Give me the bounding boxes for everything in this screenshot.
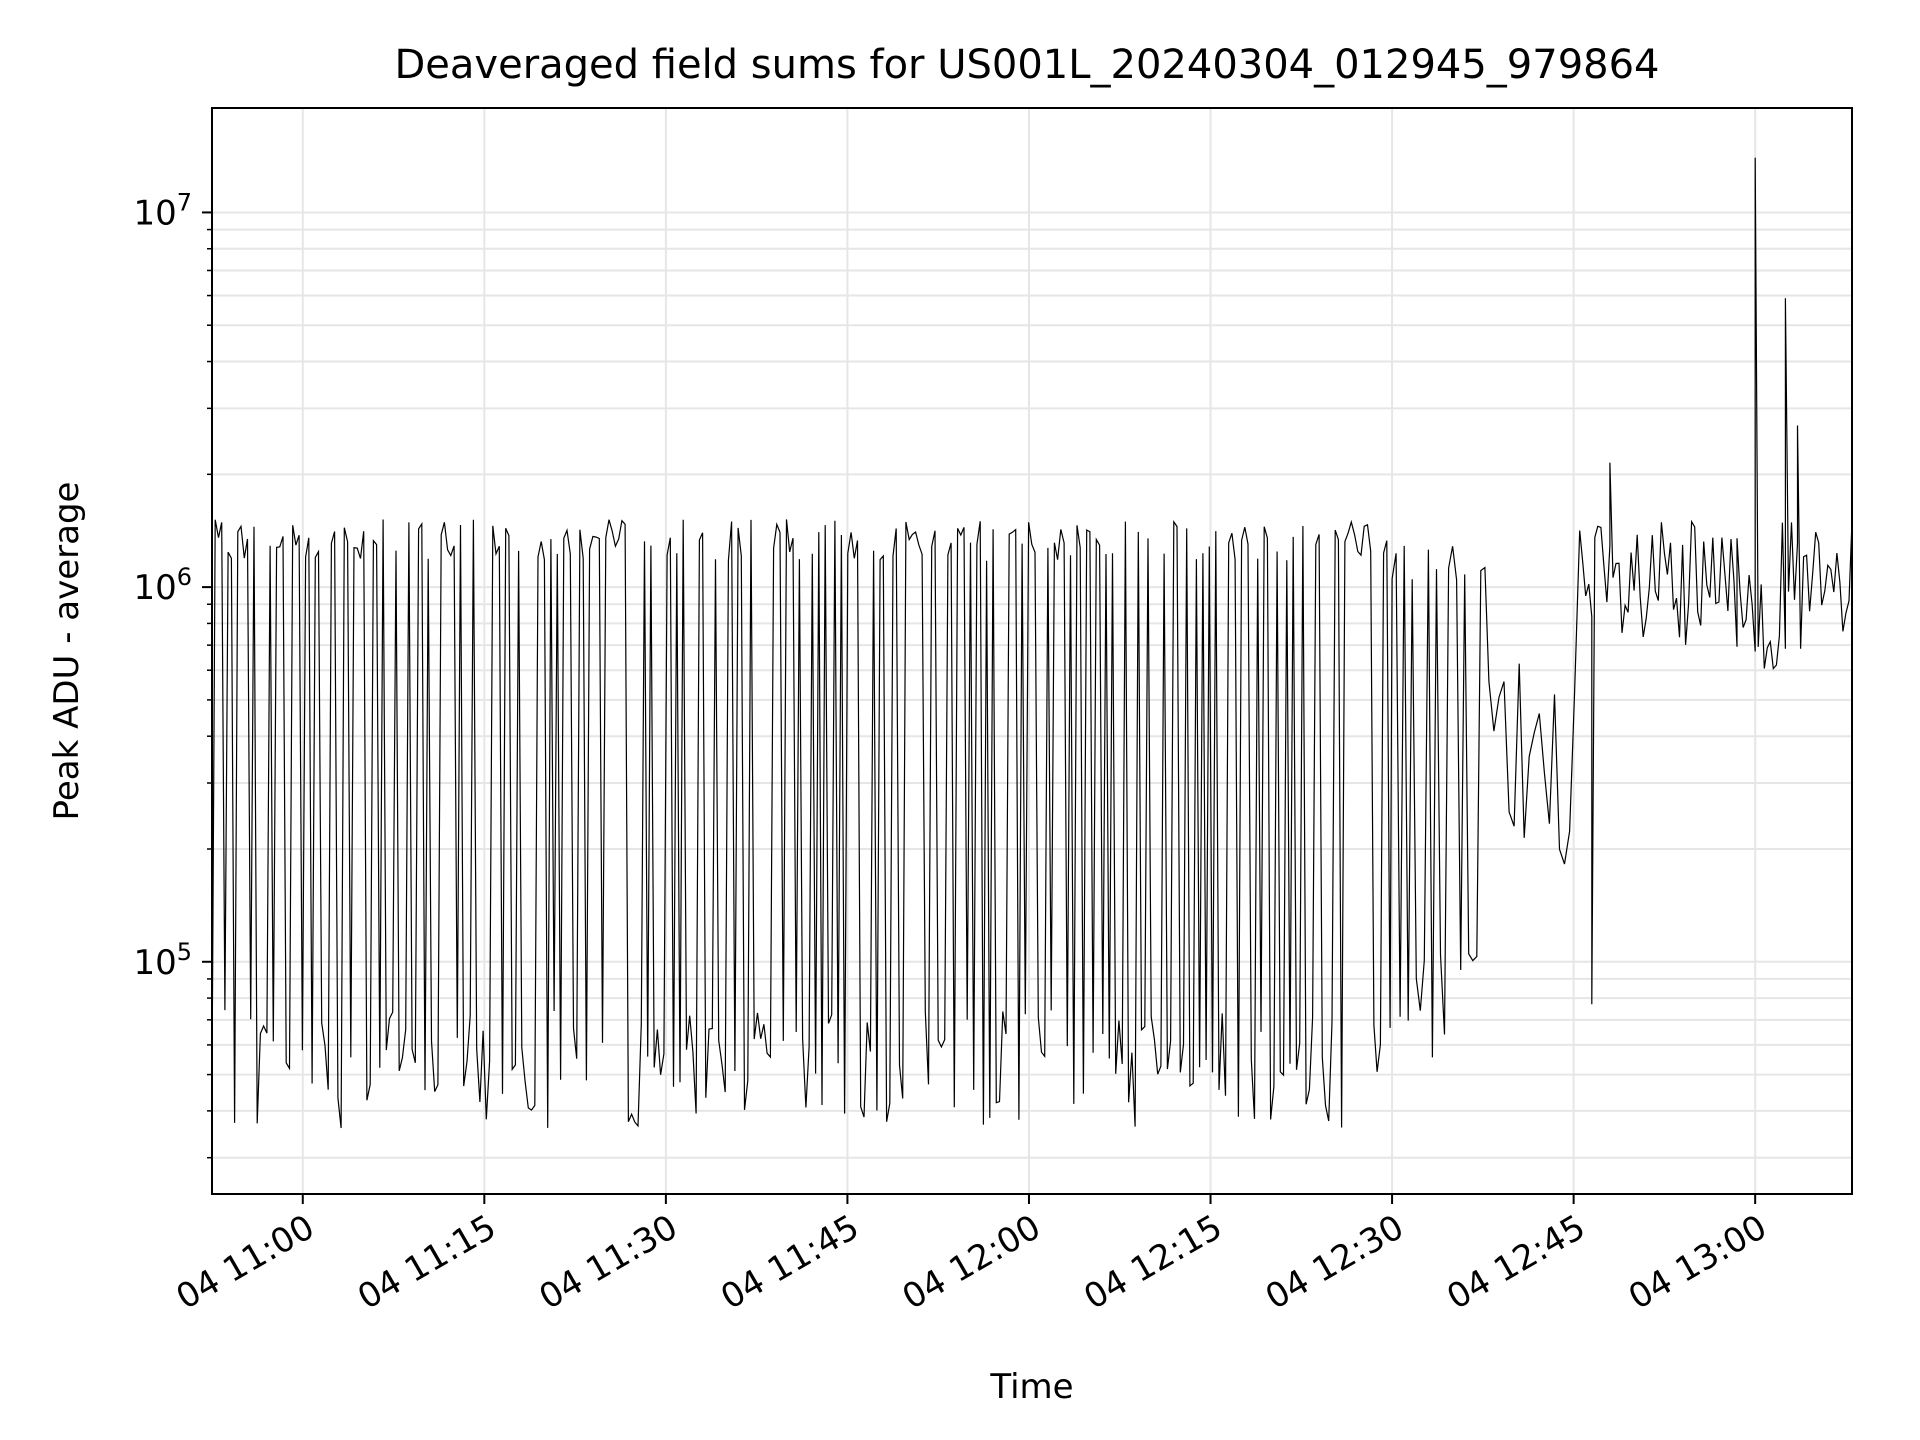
chart-title: Deaveraged field sums for US001L_2024030… bbox=[395, 42, 1660, 88]
y-tick-label: 105 bbox=[133, 938, 192, 983]
y-tick-label: 106 bbox=[133, 563, 192, 608]
grid-lines bbox=[212, 108, 1852, 1194]
y-axis: 105 106 107 bbox=[133, 188, 212, 1159]
plot-frame bbox=[211, 107, 1853, 1195]
y-axis-label: Peak ADU - average bbox=[47, 482, 87, 821]
x-axis-label: Time bbox=[989, 1367, 1073, 1407]
series-line bbox=[211, 157, 1853, 1129]
series-path bbox=[211, 157, 1853, 1129]
y-tick-label: 107 bbox=[133, 188, 192, 233]
